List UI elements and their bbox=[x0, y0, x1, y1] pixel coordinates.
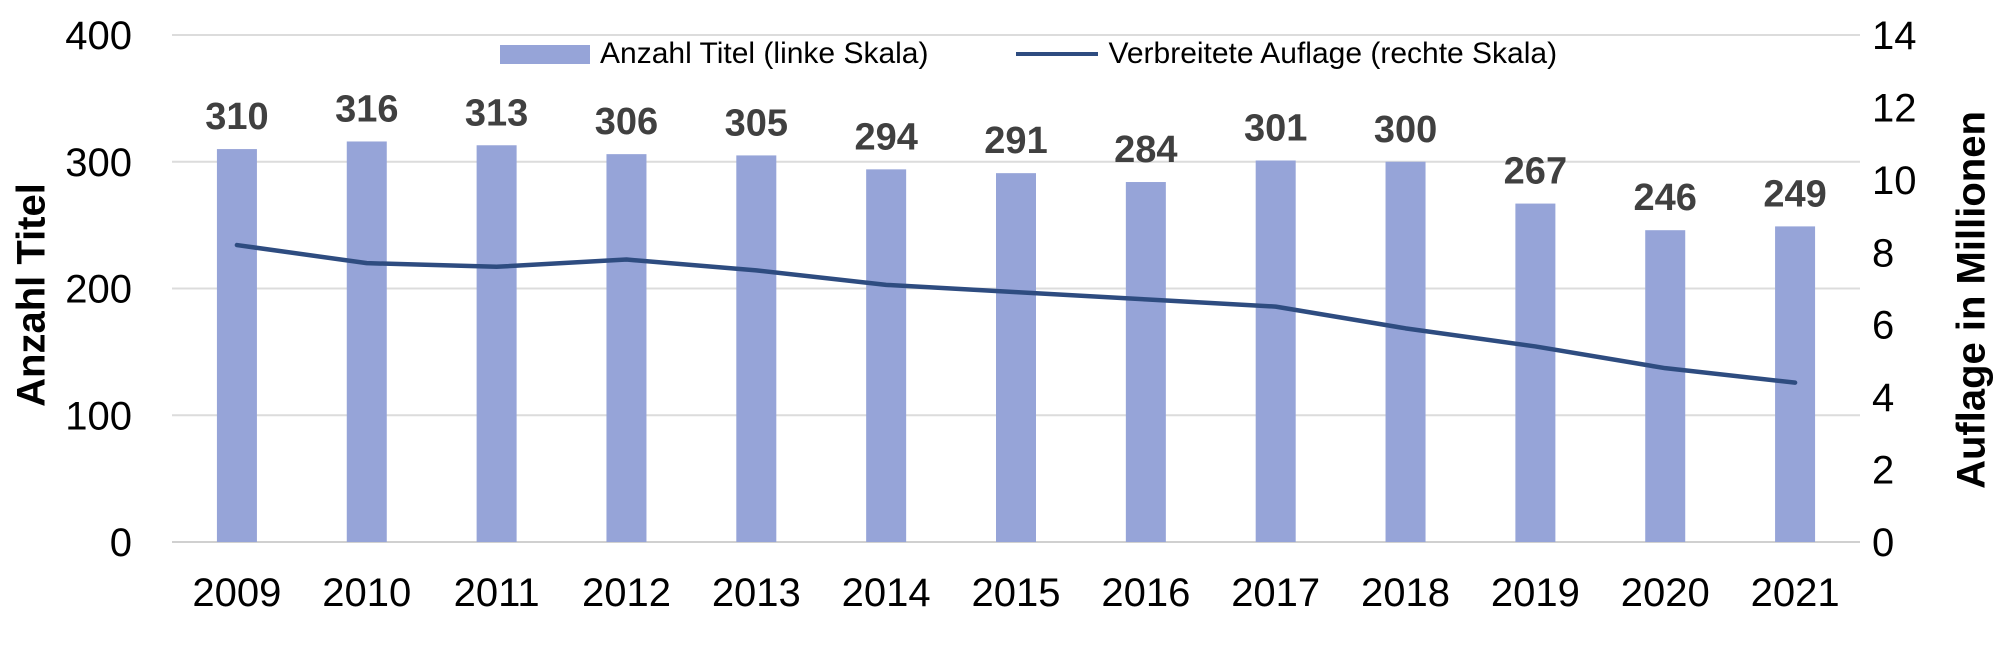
right-axis-title: Auflage in Millionen bbox=[1949, 111, 1994, 489]
bar bbox=[476, 145, 517, 542]
x-axis-category-label: 2016 bbox=[1101, 571, 1190, 615]
bar bbox=[996, 173, 1036, 542]
right-axis-tick-label: 2 bbox=[1872, 449, 1894, 493]
bar bbox=[1255, 160, 1296, 543]
bar-value-label: 267 bbox=[1504, 151, 1567, 193]
x-axis-category-label: 2011 bbox=[454, 571, 540, 615]
right-axis-tick-label: 12 bbox=[1872, 86, 1917, 130]
legend-item-line-series: Verbreitete Auflage (rechte Skala) bbox=[1016, 36, 1557, 72]
bar-value-label: 301 bbox=[1244, 107, 1307, 149]
bar-series-swatch-icon bbox=[500, 44, 590, 64]
bar bbox=[1385, 161, 1426, 542]
x-axis-category-label: 2014 bbox=[842, 571, 931, 615]
bar bbox=[1125, 182, 1166, 542]
x-axis-category-label: 2020 bbox=[1621, 571, 1710, 615]
x-axis-category-label: 2015 bbox=[972, 571, 1061, 615]
bar-value-label: 316 bbox=[335, 88, 398, 130]
x-axis-category-label: 2021 bbox=[1751, 571, 1840, 615]
line-series-swatch-icon bbox=[1016, 52, 1099, 56]
bar bbox=[736, 155, 777, 542]
left-axis-tick-label: 400 bbox=[65, 14, 132, 58]
bar-value-label: 306 bbox=[595, 101, 658, 143]
x-axis-category-label: 2013 bbox=[712, 571, 801, 615]
bar bbox=[1515, 203, 1556, 542]
left-axis-title: Anzahl Titel bbox=[9, 183, 54, 407]
left-axis-tick-label: 300 bbox=[65, 141, 132, 185]
x-axis-category-label: 2010 bbox=[322, 571, 411, 615]
x-axis-category-label: 2019 bbox=[1491, 571, 1580, 615]
right-axis-tick-label: 10 bbox=[1872, 159, 1917, 203]
bar bbox=[216, 149, 257, 542]
right-axis-tick-label: 0 bbox=[1872, 521, 1894, 565]
bar-value-label: 246 bbox=[1634, 177, 1697, 219]
bar-value-label: 305 bbox=[725, 102, 788, 144]
left-axis-tick-label: 100 bbox=[65, 394, 132, 438]
legend: Anzahl Titel (linke Skala) Verbreitete A… bbox=[500, 36, 1557, 72]
left-axis-tick-label: 200 bbox=[65, 268, 132, 312]
x-axis-category-label: 2017 bbox=[1231, 571, 1320, 615]
x-axis-category-label: 2018 bbox=[1361, 571, 1450, 615]
bar-value-label: 291 bbox=[984, 120, 1047, 162]
bar-value-label: 294 bbox=[854, 116, 917, 158]
right-axis-tick-label: 6 bbox=[1872, 304, 1894, 348]
x-axis-category-label: 2012 bbox=[582, 571, 671, 615]
bar-series-legend-label: Anzahl Titel (linke Skala) bbox=[600, 37, 929, 70]
bar-value-label: 249 bbox=[1763, 173, 1826, 215]
trend-line bbox=[234, 242, 1798, 385]
right-axis-tick-label: 4 bbox=[1872, 376, 1894, 420]
bar-value-label: 310 bbox=[205, 96, 268, 138]
right-axis-tick-label: 8 bbox=[1872, 231, 1894, 275]
bar bbox=[1645, 230, 1686, 542]
bar-value-label: 284 bbox=[1114, 129, 1177, 171]
bar-value-label: 313 bbox=[465, 92, 528, 134]
bar bbox=[606, 154, 647, 542]
bar-value-label: 300 bbox=[1374, 109, 1437, 151]
legend-item-bar-series: Anzahl Titel (linke Skala) bbox=[500, 36, 928, 72]
bar bbox=[346, 141, 387, 542]
right-axis-tick-label: 14 bbox=[1872, 14, 1917, 58]
bar bbox=[866, 169, 907, 543]
line-series-legend-label: Verbreitete Auflage (rechte Skala) bbox=[1108, 37, 1558, 70]
left-axis-tick-label: 0 bbox=[110, 521, 132, 565]
x-axis-category-label: 2009 bbox=[192, 571, 281, 615]
